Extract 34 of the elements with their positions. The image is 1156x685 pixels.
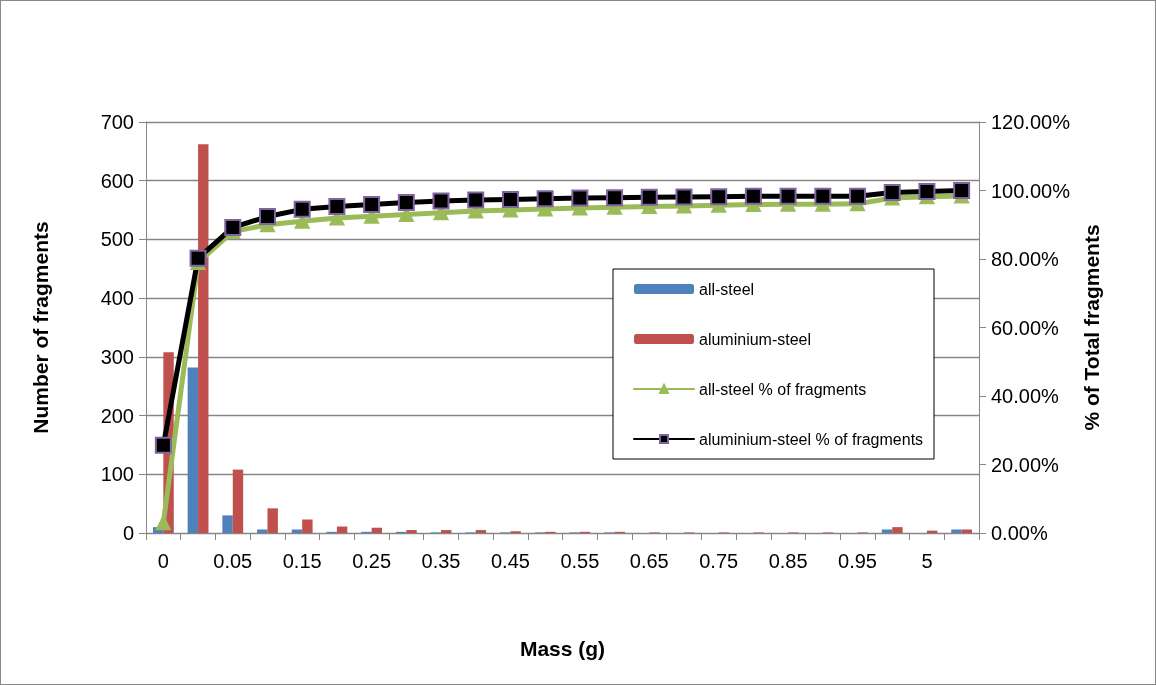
y2-tick-label: 80.00% [991,248,1060,270]
legend-label: all-steel % of fragments [699,380,867,398]
y2-tick-label: 40.00% [991,385,1060,407]
y2-tick-label: 20.00% [991,453,1060,476]
y2-tick-label: 0.00% [991,522,1048,544]
x-tick-label: 0.15 [282,550,322,572]
x-axis-title: Mass (g) [519,637,606,660]
x-tick-label: 0.45 [490,550,530,572]
y2-axis-title: % of Total fragments [1079,224,1103,431]
y2-tick-label: 100.00% [991,179,1071,202]
y-tick-label: 0 [122,522,134,544]
legend-label: aluminium-steel % of fragments [699,430,924,448]
legend-label: aluminium-steel [699,330,812,348]
x-tick-label: 0 [157,550,169,572]
y-tick-label: 600 [100,169,134,192]
y-tick-label: 700 [100,111,134,133]
x-tick-label: 0.95 [838,550,877,572]
x-tick-label: 0.75 [699,550,739,572]
x-tick-label: 0.35 [421,550,461,572]
x-tick-label: 0.55 [560,550,600,572]
y-tick-label: 300 [100,345,134,368]
x-tick-label: 0.25 [352,550,392,572]
y-tick-label: 400 [100,287,134,310]
y-tick-label: 200 [100,404,134,427]
y-tick-label: 500 [100,228,134,251]
x-tick-label: 0.05 [213,550,253,572]
legend-label: all-steel [699,280,755,298]
y2-tick-label: 120.00% [991,111,1071,133]
y2-tick-label: 60.00% [991,316,1060,339]
x-tick-label: 0.85 [768,550,808,572]
y-axis-title: Number of fragments [29,221,52,434]
x-tick-label: 0.65 [629,550,669,572]
y-tick-label: 100 [100,463,134,486]
x-tick-label: 5 [921,550,933,572]
